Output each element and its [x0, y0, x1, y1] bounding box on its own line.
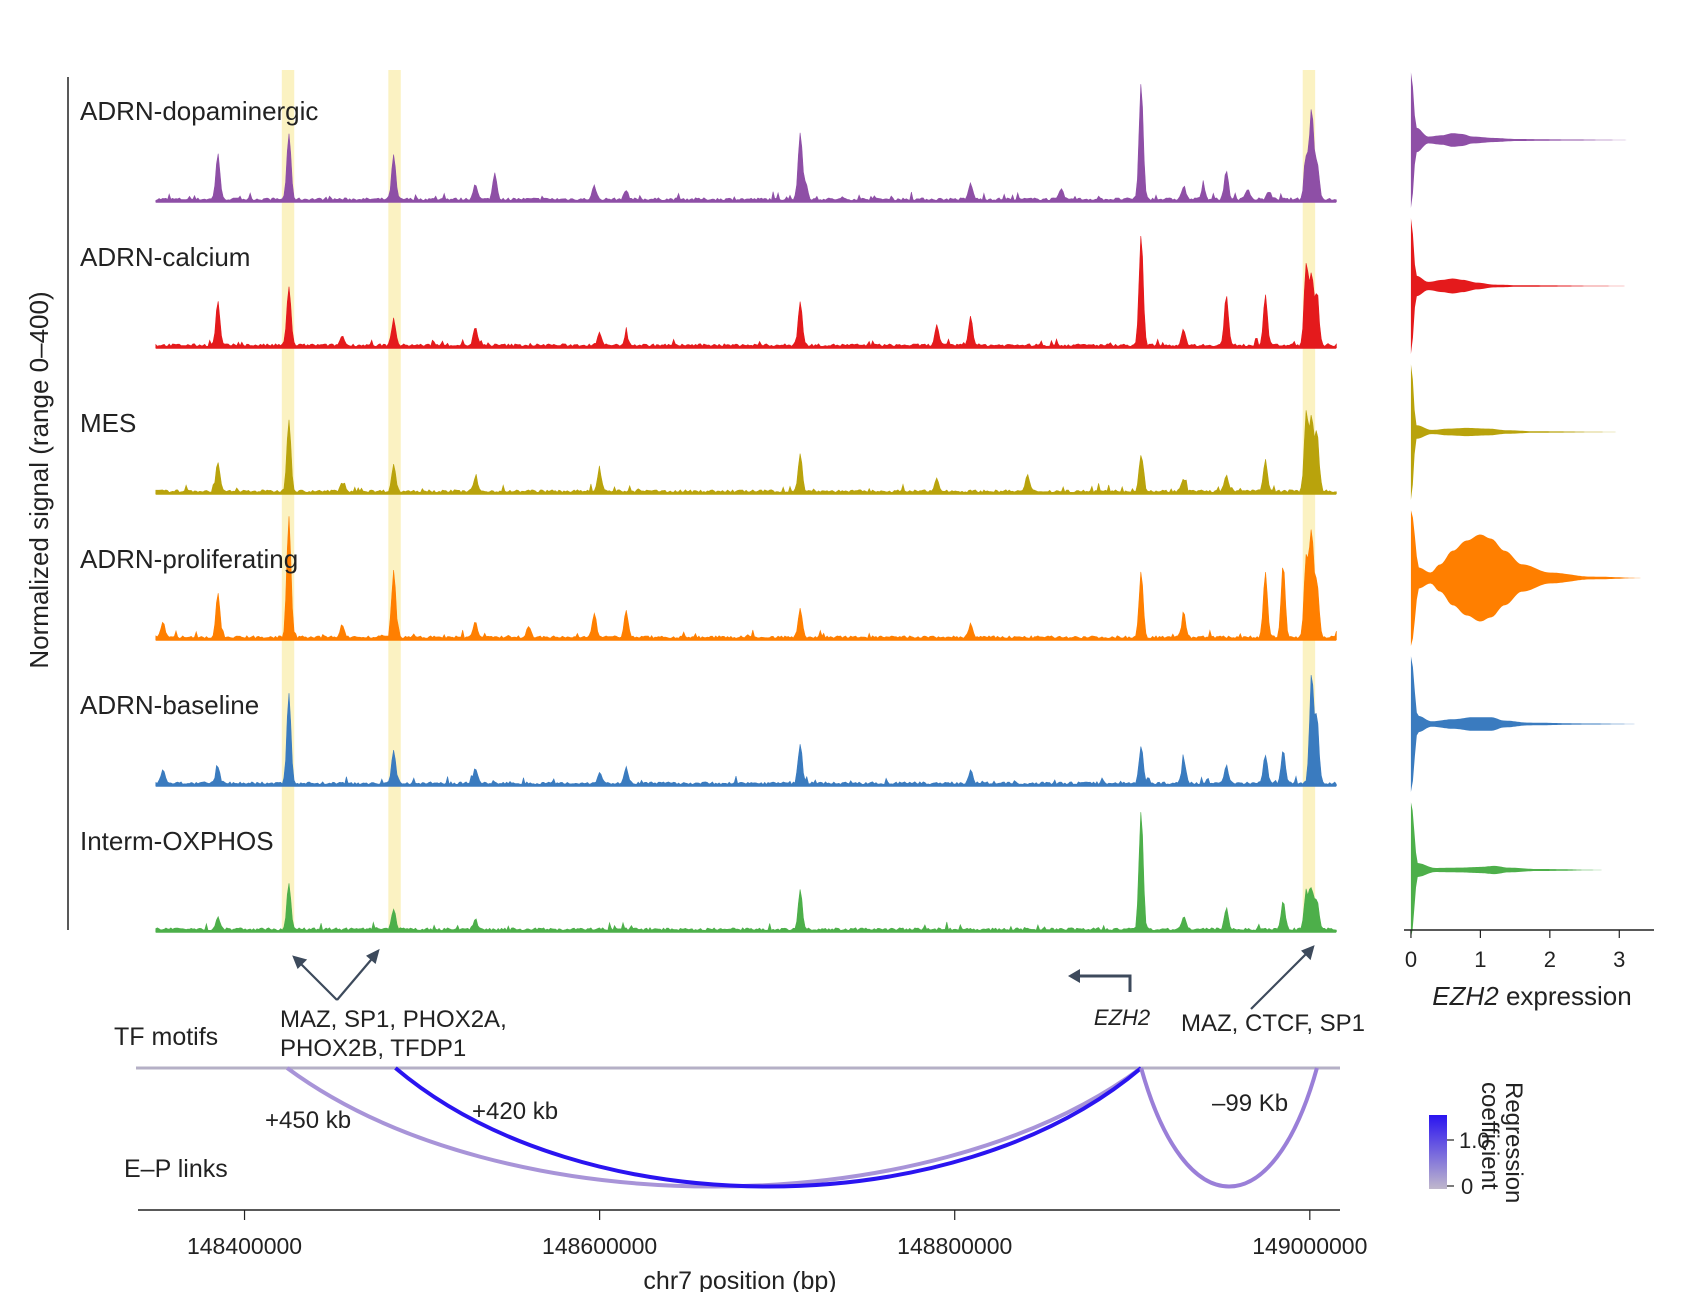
track-adrn-proliferating: ADRN-proliferating — [80, 516, 1337, 641]
highlight-region — [388, 70, 401, 932]
coverage-tracks: ADRN-dopaminergic ADRN-calcium MES ADRN-pro… — [80, 84, 1337, 933]
colorbar-title-line2: coefficient — [1476, 1082, 1503, 1190]
track-mes: MES — [80, 408, 1337, 495]
motif-arrow-right — [1250, 949, 1311, 1010]
gene-tss-arrowhead — [1068, 969, 1080, 983]
track-label: ADRN-baseline — [80, 690, 259, 720]
y-axis-label: Normalized signal (range 0–400) — [24, 291, 54, 668]
violin-adrn-proliferating — [1410, 510, 1648, 646]
motif-left-line2: PHOX2B, TFDP1 — [280, 1035, 466, 1062]
colorbar-title: Regression coefficient — [1476, 1082, 1527, 1210]
track-interm-oxphos: Interm-OXPHOS — [80, 812, 1337, 933]
violin-tick-label: 0 — [1405, 947, 1417, 972]
x-tick-label: 148600000 — [542, 1233, 657, 1259]
track-label: Interm-OXPHOS — [80, 826, 274, 856]
motif-arrowhead-left-b — [366, 948, 380, 964]
coverage-area — [155, 675, 1337, 787]
gene-tss-arrow — [1078, 974, 1132, 992]
motif-arrowhead-left-a — [292, 955, 308, 969]
gene-label: EZH2 — [1094, 1005, 1150, 1030]
colorbar-title-line1: Regression — [1500, 1082, 1527, 1203]
x-tick-label: 148800000 — [897, 1233, 1012, 1259]
track-adrn-dopaminergic: ADRN-dopaminergic — [80, 84, 1337, 203]
coverage-area — [155, 410, 1337, 495]
ep-link-arcs — [285, 1066, 1319, 1189]
violin-interm-oxphos — [1410, 802, 1613, 938]
motif-arrow-left-a — [296, 959, 338, 1001]
violin-axis: 0 1 2 3 EZH2 expression — [1404, 929, 1654, 1011]
coverage-area — [155, 235, 1337, 349]
violin-tick-label: 1 — [1474, 947, 1486, 972]
colorbar-gradient — [1429, 1115, 1447, 1189]
ep-link-label-1: +450 kb — [265, 1107, 351, 1134]
motif-right-label: MAZ, CTCF, SP1 — [1181, 1010, 1365, 1037]
coverage-area — [155, 812, 1337, 933]
highlight-region — [281, 70, 295, 932]
ep-link-label-2: +420 kb — [472, 1098, 558, 1125]
violin-tick-label: 2 — [1544, 947, 1556, 972]
violin-adrn-baseline — [1410, 656, 1648, 792]
track-label: ADRN-proliferating — [80, 544, 298, 574]
coverage-area — [155, 516, 1337, 641]
x-axis: 148400000 148600000 148800000 149000000 chr… — [138, 1209, 1367, 1292]
violin-plots — [1410, 72, 1648, 938]
coverage-area — [155, 84, 1337, 203]
violin-axis-title: EZH2 expression — [1432, 981, 1631, 1011]
ep-link-arc — [394, 1066, 1143, 1189]
ep-links-panel: E–P links +450 kb +420 kb –99 Kb — [124, 1066, 1340, 1189]
motif-arrowhead-right — [1301, 945, 1315, 961]
x-axis-label: chr7 position (bp) — [643, 1267, 836, 1292]
track-label: ADRN-calcium — [80, 242, 250, 272]
colorbar-tick-label-low: 0 — [1461, 1174, 1473, 1199]
x-tick-label: 148400000 — [187, 1233, 302, 1259]
track-adrn-calcium: ADRN-calcium — [80, 235, 1337, 349]
x-axis-ticks: 148400000 148600000 148800000 149000000 — [187, 1210, 1367, 1259]
colorbar-tick-label-high: 1.0 — [1459, 1128, 1490, 1153]
track-adrn-baseline: ADRN-baseline — [80, 675, 1337, 787]
track-label: MES — [80, 408, 136, 438]
ep-link-label-3: –99 Kb — [1212, 1090, 1288, 1117]
ep-link-arc — [1139, 1067, 1319, 1189]
violin-adrn-dopaminergic — [1410, 72, 1641, 208]
violin-tick-label: 3 — [1613, 947, 1625, 972]
violin-mes — [1410, 364, 1634, 500]
tf-motif-annotations: TF motifs MAZ, SP1, PHOX2A, PHOX2B, TFDP… — [114, 945, 1365, 1062]
violin-axis-suffix: expression — [1499, 981, 1632, 1011]
colorbar: 1.0 0 Regression coefficient — [1429, 1082, 1527, 1210]
tf-motifs-label: TF motifs — [114, 1023, 218, 1051]
violin-axis-ticks: 0 1 2 3 — [1405, 930, 1625, 972]
track-label: ADRN-dopaminergic — [80, 96, 318, 126]
violin-axis-gene: EZH2 — [1432, 981, 1499, 1011]
violin-adrn-calcium — [1410, 218, 1648, 354]
motif-left-line1: MAZ, SP1, PHOX2A, — [280, 1006, 507, 1033]
x-tick-label: 149000000 — [1252, 1233, 1367, 1259]
motif-arrow-left-b — [336, 953, 377, 1001]
ep-links-label: E–P links — [124, 1155, 228, 1183]
